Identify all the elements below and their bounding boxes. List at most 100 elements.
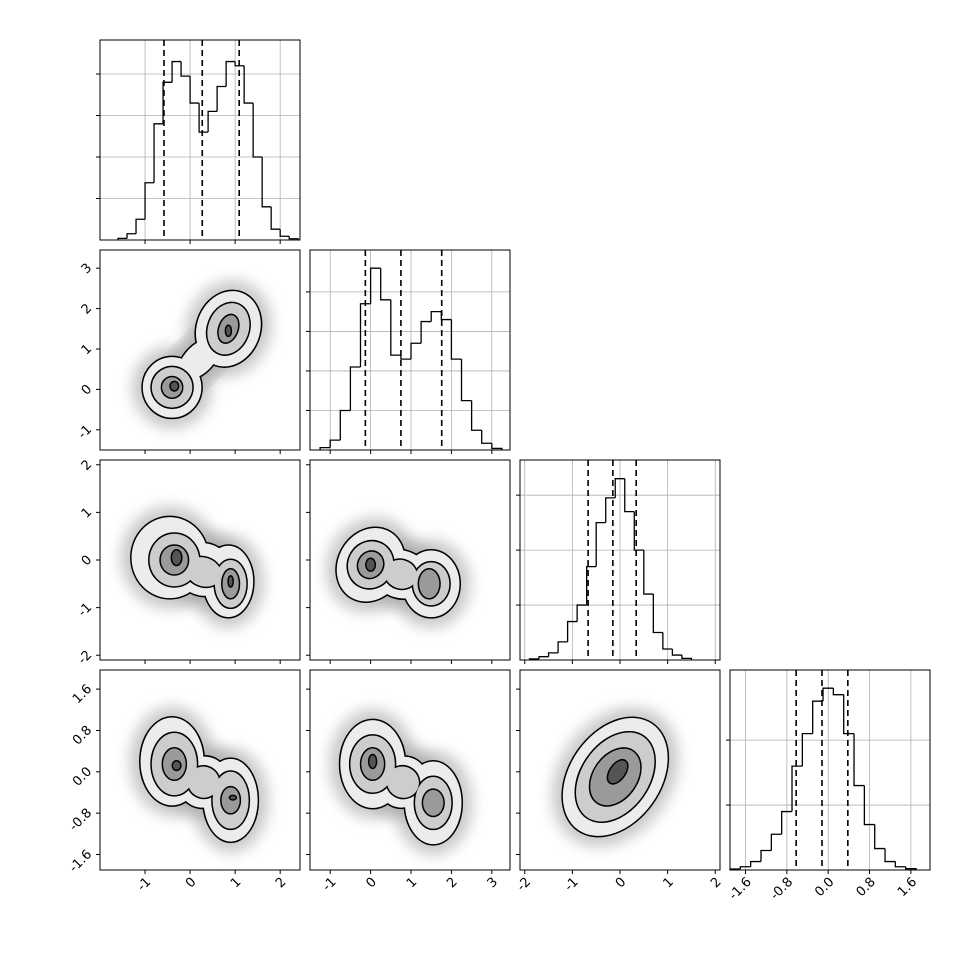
- histogram-bin: [234, 61, 245, 67]
- histogram-bin: [863, 785, 875, 826]
- y-tick-label: 1: [79, 505, 95, 521]
- x-tick-label: 1: [228, 875, 244, 891]
- contour-fill: [187, 766, 220, 798]
- histogram-bin: [739, 866, 751, 870]
- histogram-bin: [225, 60, 236, 87]
- histogram-bin: [481, 430, 492, 444]
- histogram-bin: [905, 866, 917, 870]
- histogram-bin: [430, 311, 442, 322]
- x-tick-label: -0.8: [768, 875, 797, 904]
- x-tick-label: 3: [485, 875, 501, 891]
- panel-frame: [99, 249, 301, 451]
- histogram-bin: [440, 311, 452, 321]
- histogram-panel: [726, 670, 930, 870]
- histogram-bin: [874, 824, 886, 850]
- contour-fill: [419, 569, 440, 599]
- histogram-bin: [171, 60, 182, 83]
- histogram-bin: [781, 810, 793, 835]
- histogram-bin: [207, 110, 218, 133]
- contour-fill: [384, 559, 417, 589]
- y-tick-label: -1: [75, 600, 95, 620]
- x-tick-label: 0.8: [854, 875, 879, 900]
- y-tick-label: 2: [79, 457, 95, 473]
- y-tick-label: 1: [79, 342, 95, 358]
- x-tick-label: 2: [444, 875, 460, 891]
- histogram-bin: [400, 355, 412, 360]
- x-tick-label: 0.0: [812, 875, 837, 900]
- contour-fill: [608, 760, 628, 784]
- x-tick-label: -1: [135, 875, 155, 895]
- y-tick-label: -0.8: [67, 806, 96, 835]
- histogram-bin: [135, 218, 146, 234]
- histogram-bin: [633, 511, 644, 551]
- histogram-bin: [126, 233, 137, 239]
- y-tick-label: -2: [75, 648, 95, 668]
- contour-fill: [228, 576, 233, 587]
- y-tick-label: 0: [79, 553, 95, 569]
- histogram-bin: [470, 400, 482, 431]
- histogram-bin: [349, 366, 361, 411]
- y-tick-label: 0: [79, 382, 95, 398]
- x-tick-label: 2: [273, 875, 289, 891]
- histogram-bin: [450, 319, 462, 360]
- histogram-bin: [586, 565, 597, 606]
- y-tick-label: -1: [75, 422, 95, 442]
- x-tick-label: -1: [562, 875, 582, 895]
- histogram-bin: [605, 497, 616, 523]
- histogram-bin: [491, 443, 503, 450]
- histogram-bin: [566, 620, 578, 642]
- histogram-panel: [306, 250, 510, 450]
- contour-fill: [226, 325, 231, 336]
- panel-frame: [519, 669, 721, 871]
- histogram-bin: [643, 550, 654, 595]
- x-tick-label: 1: [404, 875, 420, 891]
- density-panel: [551, 707, 679, 847]
- histogram-bin: [662, 632, 673, 650]
- histogram-bin: [189, 76, 200, 104]
- histogram-bin: [547, 652, 559, 657]
- y-tick-label: 0.0: [70, 764, 95, 789]
- panel-frame: [729, 669, 931, 871]
- histogram-bin: [614, 478, 625, 498]
- histogram-bin: [557, 641, 568, 653]
- histogram-bin: [270, 206, 281, 230]
- y-tick-label: -1.6: [67, 847, 96, 876]
- histogram-bin: [791, 765, 803, 812]
- panel-frame: [309, 669, 511, 871]
- histogram-bin: [380, 268, 391, 301]
- density-panel: [131, 280, 272, 429]
- x-tick-label: 0: [363, 875, 379, 891]
- contour-fill: [230, 796, 236, 800]
- x-tick-label: 0: [613, 875, 629, 891]
- histogram-bin: [329, 439, 341, 448]
- histogram-panel: [516, 460, 720, 660]
- histogram-bin: [760, 849, 772, 862]
- histogram-bin: [153, 123, 164, 183]
- histogram-bin: [843, 694, 855, 735]
- contour-fill: [172, 550, 182, 565]
- histogram-bin: [884, 848, 896, 863]
- y-tick-label: 0.8: [70, 723, 95, 748]
- histogram-bin: [288, 236, 299, 240]
- histogram-bin: [894, 861, 906, 868]
- histogram-bin: [671, 649, 682, 656]
- histogram-bin: [339, 409, 351, 441]
- x-tick-label: 2: [708, 875, 724, 891]
- histogram-bin: [812, 700, 824, 734]
- histogram-bin: [822, 687, 834, 702]
- histogram-bin: [369, 267, 381, 304]
- contour-fill: [366, 559, 375, 571]
- contour-fill: [423, 789, 444, 816]
- histogram-bin: [144, 182, 155, 220]
- density-panel: [120, 506, 265, 629]
- histogram-bin: [801, 732, 813, 767]
- panel-frame: [309, 249, 511, 451]
- histogram-bin: [198, 103, 209, 133]
- histogram-bin: [390, 299, 401, 356]
- y-tick-label: 2: [79, 301, 95, 317]
- x-tick-label: 0: [183, 875, 199, 891]
- y-tick-label: 3: [79, 261, 95, 277]
- y-tick-label: 1.6: [70, 682, 95, 707]
- contour-fill: [170, 382, 178, 391]
